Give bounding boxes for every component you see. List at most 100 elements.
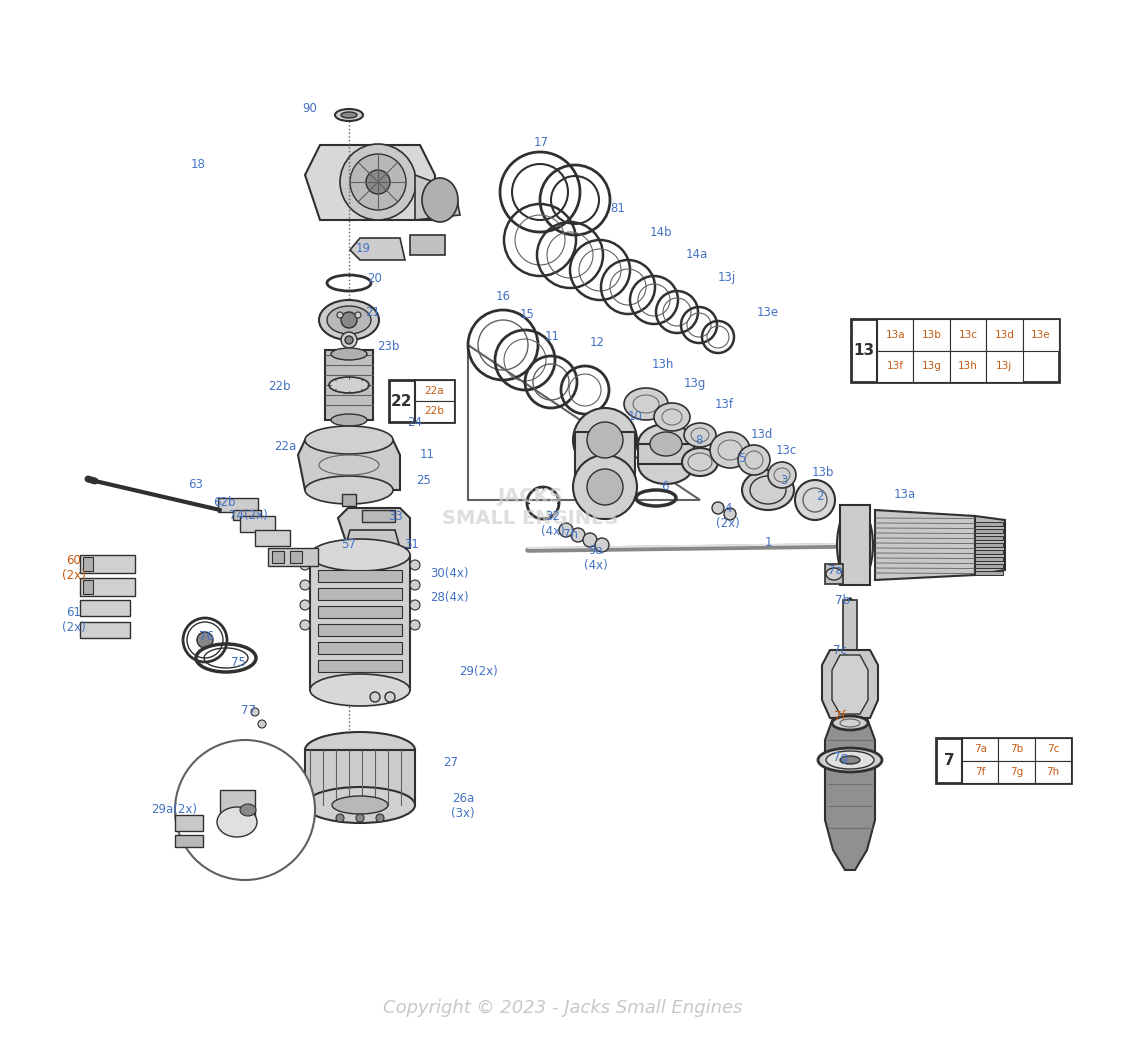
Ellipse shape: [571, 528, 586, 542]
FancyBboxPatch shape: [80, 622, 129, 638]
Text: 4
(2x): 4 (2x): [716, 502, 740, 530]
Ellipse shape: [197, 632, 213, 648]
Text: 2: 2: [816, 490, 824, 502]
FancyBboxPatch shape: [975, 529, 1003, 533]
FancyBboxPatch shape: [388, 380, 454, 422]
Text: 13g: 13g: [683, 378, 706, 390]
Text: 1: 1: [765, 537, 771, 549]
Text: 25: 25: [417, 474, 431, 487]
Ellipse shape: [817, 748, 882, 772]
FancyBboxPatch shape: [986, 319, 1022, 351]
Text: 17: 17: [534, 137, 548, 149]
Ellipse shape: [826, 751, 874, 769]
Ellipse shape: [319, 300, 379, 340]
Text: 22b: 22b: [425, 406, 445, 417]
Text: 13c: 13c: [776, 445, 796, 457]
Ellipse shape: [332, 796, 388, 814]
Ellipse shape: [683, 423, 716, 447]
FancyBboxPatch shape: [877, 319, 913, 351]
FancyBboxPatch shape: [975, 557, 1003, 561]
Ellipse shape: [341, 112, 357, 118]
Ellipse shape: [385, 692, 395, 702]
Ellipse shape: [624, 388, 668, 420]
Text: 13h: 13h: [958, 361, 978, 372]
Text: 7: 7: [944, 753, 955, 768]
FancyBboxPatch shape: [913, 351, 950, 382]
Ellipse shape: [305, 732, 415, 768]
Polygon shape: [298, 440, 400, 490]
Text: 7c: 7c: [1047, 744, 1060, 754]
FancyBboxPatch shape: [913, 319, 950, 351]
FancyBboxPatch shape: [318, 642, 402, 654]
Text: 20: 20: [367, 271, 383, 285]
Ellipse shape: [376, 814, 384, 822]
Text: 22a: 22a: [425, 385, 445, 396]
Ellipse shape: [337, 312, 343, 318]
Text: 33: 33: [388, 509, 403, 522]
FancyBboxPatch shape: [975, 564, 1003, 568]
Text: 7f: 7f: [975, 766, 985, 777]
Text: 7h: 7h: [563, 527, 578, 541]
Ellipse shape: [587, 422, 623, 458]
Text: 7b: 7b: [835, 594, 850, 608]
Ellipse shape: [331, 348, 367, 360]
Text: 7h: 7h: [1046, 766, 1060, 777]
FancyBboxPatch shape: [305, 750, 415, 805]
Text: 13g: 13g: [922, 361, 941, 372]
Ellipse shape: [341, 332, 357, 348]
FancyBboxPatch shape: [318, 606, 402, 618]
FancyBboxPatch shape: [1035, 760, 1071, 783]
Ellipse shape: [837, 505, 873, 585]
Ellipse shape: [300, 580, 310, 590]
Text: 11: 11: [545, 330, 560, 342]
Ellipse shape: [350, 155, 406, 210]
Polygon shape: [350, 238, 405, 260]
Text: 13d: 13d: [751, 427, 774, 441]
Ellipse shape: [300, 560, 310, 570]
Text: 13e: 13e: [1031, 330, 1051, 339]
FancyBboxPatch shape: [843, 600, 857, 660]
Ellipse shape: [345, 336, 352, 345]
Text: 12: 12: [590, 336, 605, 350]
Ellipse shape: [422, 177, 458, 222]
Text: 13f: 13f: [715, 399, 733, 411]
Ellipse shape: [587, 469, 623, 505]
Ellipse shape: [724, 508, 736, 520]
Text: 7g: 7g: [832, 751, 848, 763]
Ellipse shape: [832, 716, 868, 730]
Polygon shape: [415, 175, 461, 220]
FancyBboxPatch shape: [218, 498, 258, 512]
FancyBboxPatch shape: [318, 570, 402, 582]
Ellipse shape: [300, 600, 310, 610]
FancyBboxPatch shape: [272, 551, 284, 563]
FancyBboxPatch shape: [825, 564, 843, 584]
Polygon shape: [410, 235, 445, 255]
FancyBboxPatch shape: [233, 511, 261, 520]
Text: 74(2x): 74(2x): [229, 509, 267, 522]
Polygon shape: [975, 516, 1006, 575]
Text: 27: 27: [444, 757, 458, 769]
Ellipse shape: [410, 620, 420, 630]
Text: Copyright © 2023 - Jacks Small Engines: Copyright © 2023 - Jacks Small Engines: [383, 999, 743, 1017]
Ellipse shape: [410, 560, 420, 570]
Text: 29a(2x): 29a(2x): [151, 804, 197, 816]
Ellipse shape: [650, 432, 682, 456]
Ellipse shape: [595, 538, 609, 552]
Text: 7f: 7f: [834, 710, 846, 722]
Text: 3: 3: [780, 474, 788, 487]
Text: 62b: 62b: [213, 496, 235, 508]
Ellipse shape: [573, 455, 637, 519]
FancyBboxPatch shape: [268, 548, 318, 566]
FancyBboxPatch shape: [342, 494, 356, 506]
Text: 81: 81: [610, 201, 625, 214]
Text: 24: 24: [408, 416, 422, 428]
Text: 8: 8: [696, 433, 703, 447]
Text: 14a: 14a: [686, 247, 708, 261]
Ellipse shape: [217, 807, 257, 837]
Ellipse shape: [355, 312, 361, 318]
FancyBboxPatch shape: [975, 550, 1003, 554]
Text: 32
(4x): 32 (4x): [542, 511, 565, 538]
Ellipse shape: [638, 424, 694, 464]
Text: 31: 31: [404, 539, 420, 551]
Text: 9a
(4x): 9a (4x): [584, 544, 608, 572]
